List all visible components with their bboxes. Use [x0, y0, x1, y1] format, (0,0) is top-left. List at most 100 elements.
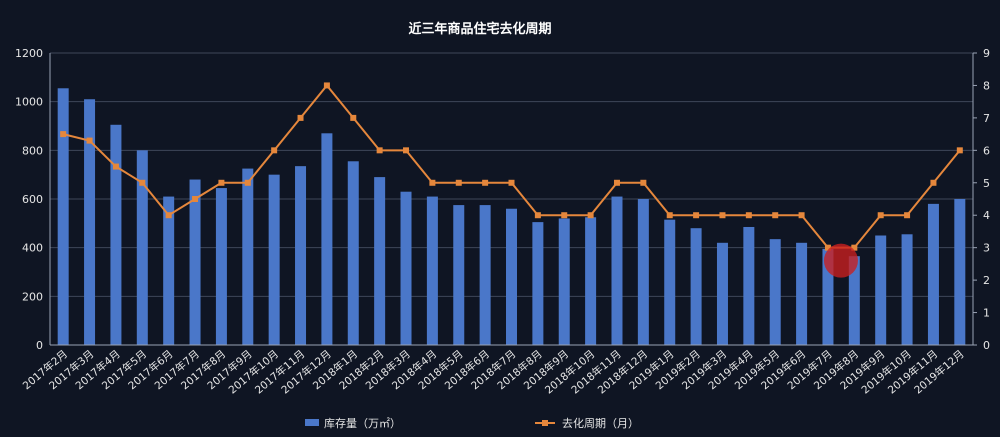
line-point: [798, 212, 805, 219]
axis-layer: 02004006008001000120001234567892017年2月20…: [15, 47, 990, 397]
bar: [295, 166, 307, 345]
bar: [479, 205, 491, 345]
bar: [611, 196, 623, 345]
line-point: [244, 179, 251, 186]
y-right-tick-label: 3: [983, 242, 990, 255]
bar: [585, 217, 597, 345]
y-left-tick-label: 1000: [15, 96, 43, 109]
y-right-tick-label: 6: [983, 144, 990, 157]
bar: [769, 239, 781, 345]
bar: [84, 99, 96, 345]
y-left-tick-label: 400: [22, 242, 43, 255]
bar: [954, 199, 966, 345]
y-left-tick-label: 0: [36, 339, 43, 352]
line-point: [851, 244, 858, 251]
bar: [848, 256, 860, 345]
line-point: [429, 179, 436, 186]
line-point: [930, 179, 937, 186]
bar: [347, 161, 359, 345]
bar: [743, 226, 755, 345]
legend: 库存量（万㎡） 去化周期（月）: [305, 416, 639, 430]
bar: [506, 208, 517, 345]
legend-bar-swatch: [305, 419, 319, 426]
bar: [453, 205, 465, 345]
y-right-tick-label: 9: [983, 47, 990, 60]
y-right-tick-label: 1: [983, 307, 990, 320]
y-right-tick-label: 8: [983, 79, 990, 92]
line-point: [666, 212, 673, 219]
bar: [664, 219, 676, 345]
bar: [268, 174, 280, 345]
line-point: [693, 212, 700, 219]
y-right-tick-label: 5: [983, 177, 990, 190]
line-point: [323, 82, 330, 89]
legend-line-marker: [542, 420, 548, 426]
bar: [901, 234, 913, 345]
line-point: [297, 114, 304, 121]
y-left-tick-label: 200: [22, 290, 43, 303]
line-point: [587, 212, 594, 219]
line-point: [745, 212, 752, 219]
bar: [532, 222, 544, 345]
line-point: [482, 179, 489, 186]
bar: [426, 196, 438, 345]
highlight-marker: [823, 243, 858, 278]
bar: [163, 196, 175, 345]
line-point: [86, 137, 93, 144]
bar: [716, 242, 728, 345]
bar: [110, 124, 122, 346]
bar: [822, 248, 834, 345]
line-point: [218, 179, 225, 186]
bar: [927, 203, 939, 345]
line-layer: [60, 82, 963, 251]
bar: [796, 242, 808, 345]
line-point: [455, 179, 462, 186]
bar: [400, 191, 412, 345]
bar: [321, 133, 333, 345]
line-point: [772, 212, 779, 219]
bar: [189, 179, 201, 345]
bar: [875, 235, 887, 345]
line-point: [640, 179, 647, 186]
line-point: [350, 114, 357, 121]
line-point: [508, 179, 515, 186]
bar: [374, 177, 386, 345]
legend-line-label: 去化周期（月）: [562, 416, 639, 430]
line-point: [60, 131, 67, 138]
line-point: [824, 244, 831, 251]
line-point: [904, 212, 911, 219]
highlight-layer: [823, 243, 858, 278]
bar-layer: [57, 88, 966, 346]
y-right-tick-label: 0: [983, 339, 990, 352]
y-left-tick-label: 1200: [15, 47, 43, 60]
line-point: [139, 179, 146, 186]
bar: [57, 88, 69, 346]
bar: [242, 168, 254, 345]
line-point: [403, 147, 410, 154]
bar: [637, 199, 649, 345]
line-point: [956, 147, 963, 154]
y-left-tick-label: 800: [22, 144, 43, 157]
line-point: [613, 179, 620, 186]
chart-title: 近三年商品住宅去化周期: [408, 21, 551, 37]
line-point: [271, 147, 278, 154]
line-point: [112, 163, 119, 170]
bar: [136, 150, 148, 345]
y-left-tick-label: 600: [22, 193, 43, 206]
y-right-tick-label: 7: [983, 112, 990, 125]
line-point: [561, 212, 568, 219]
legend-bar-label: 库存量（万㎡）: [324, 416, 401, 430]
line-point: [719, 212, 726, 219]
line-point: [376, 147, 383, 154]
y-right-tick-label: 2: [983, 274, 990, 287]
line-point: [877, 212, 884, 219]
line-point: [534, 212, 541, 219]
line-point: [165, 212, 172, 219]
y-right-tick-label: 4: [983, 209, 990, 222]
bar: [215, 188, 227, 345]
bar: [690, 228, 702, 345]
bar: [558, 218, 570, 345]
line-point: [192, 196, 199, 202]
